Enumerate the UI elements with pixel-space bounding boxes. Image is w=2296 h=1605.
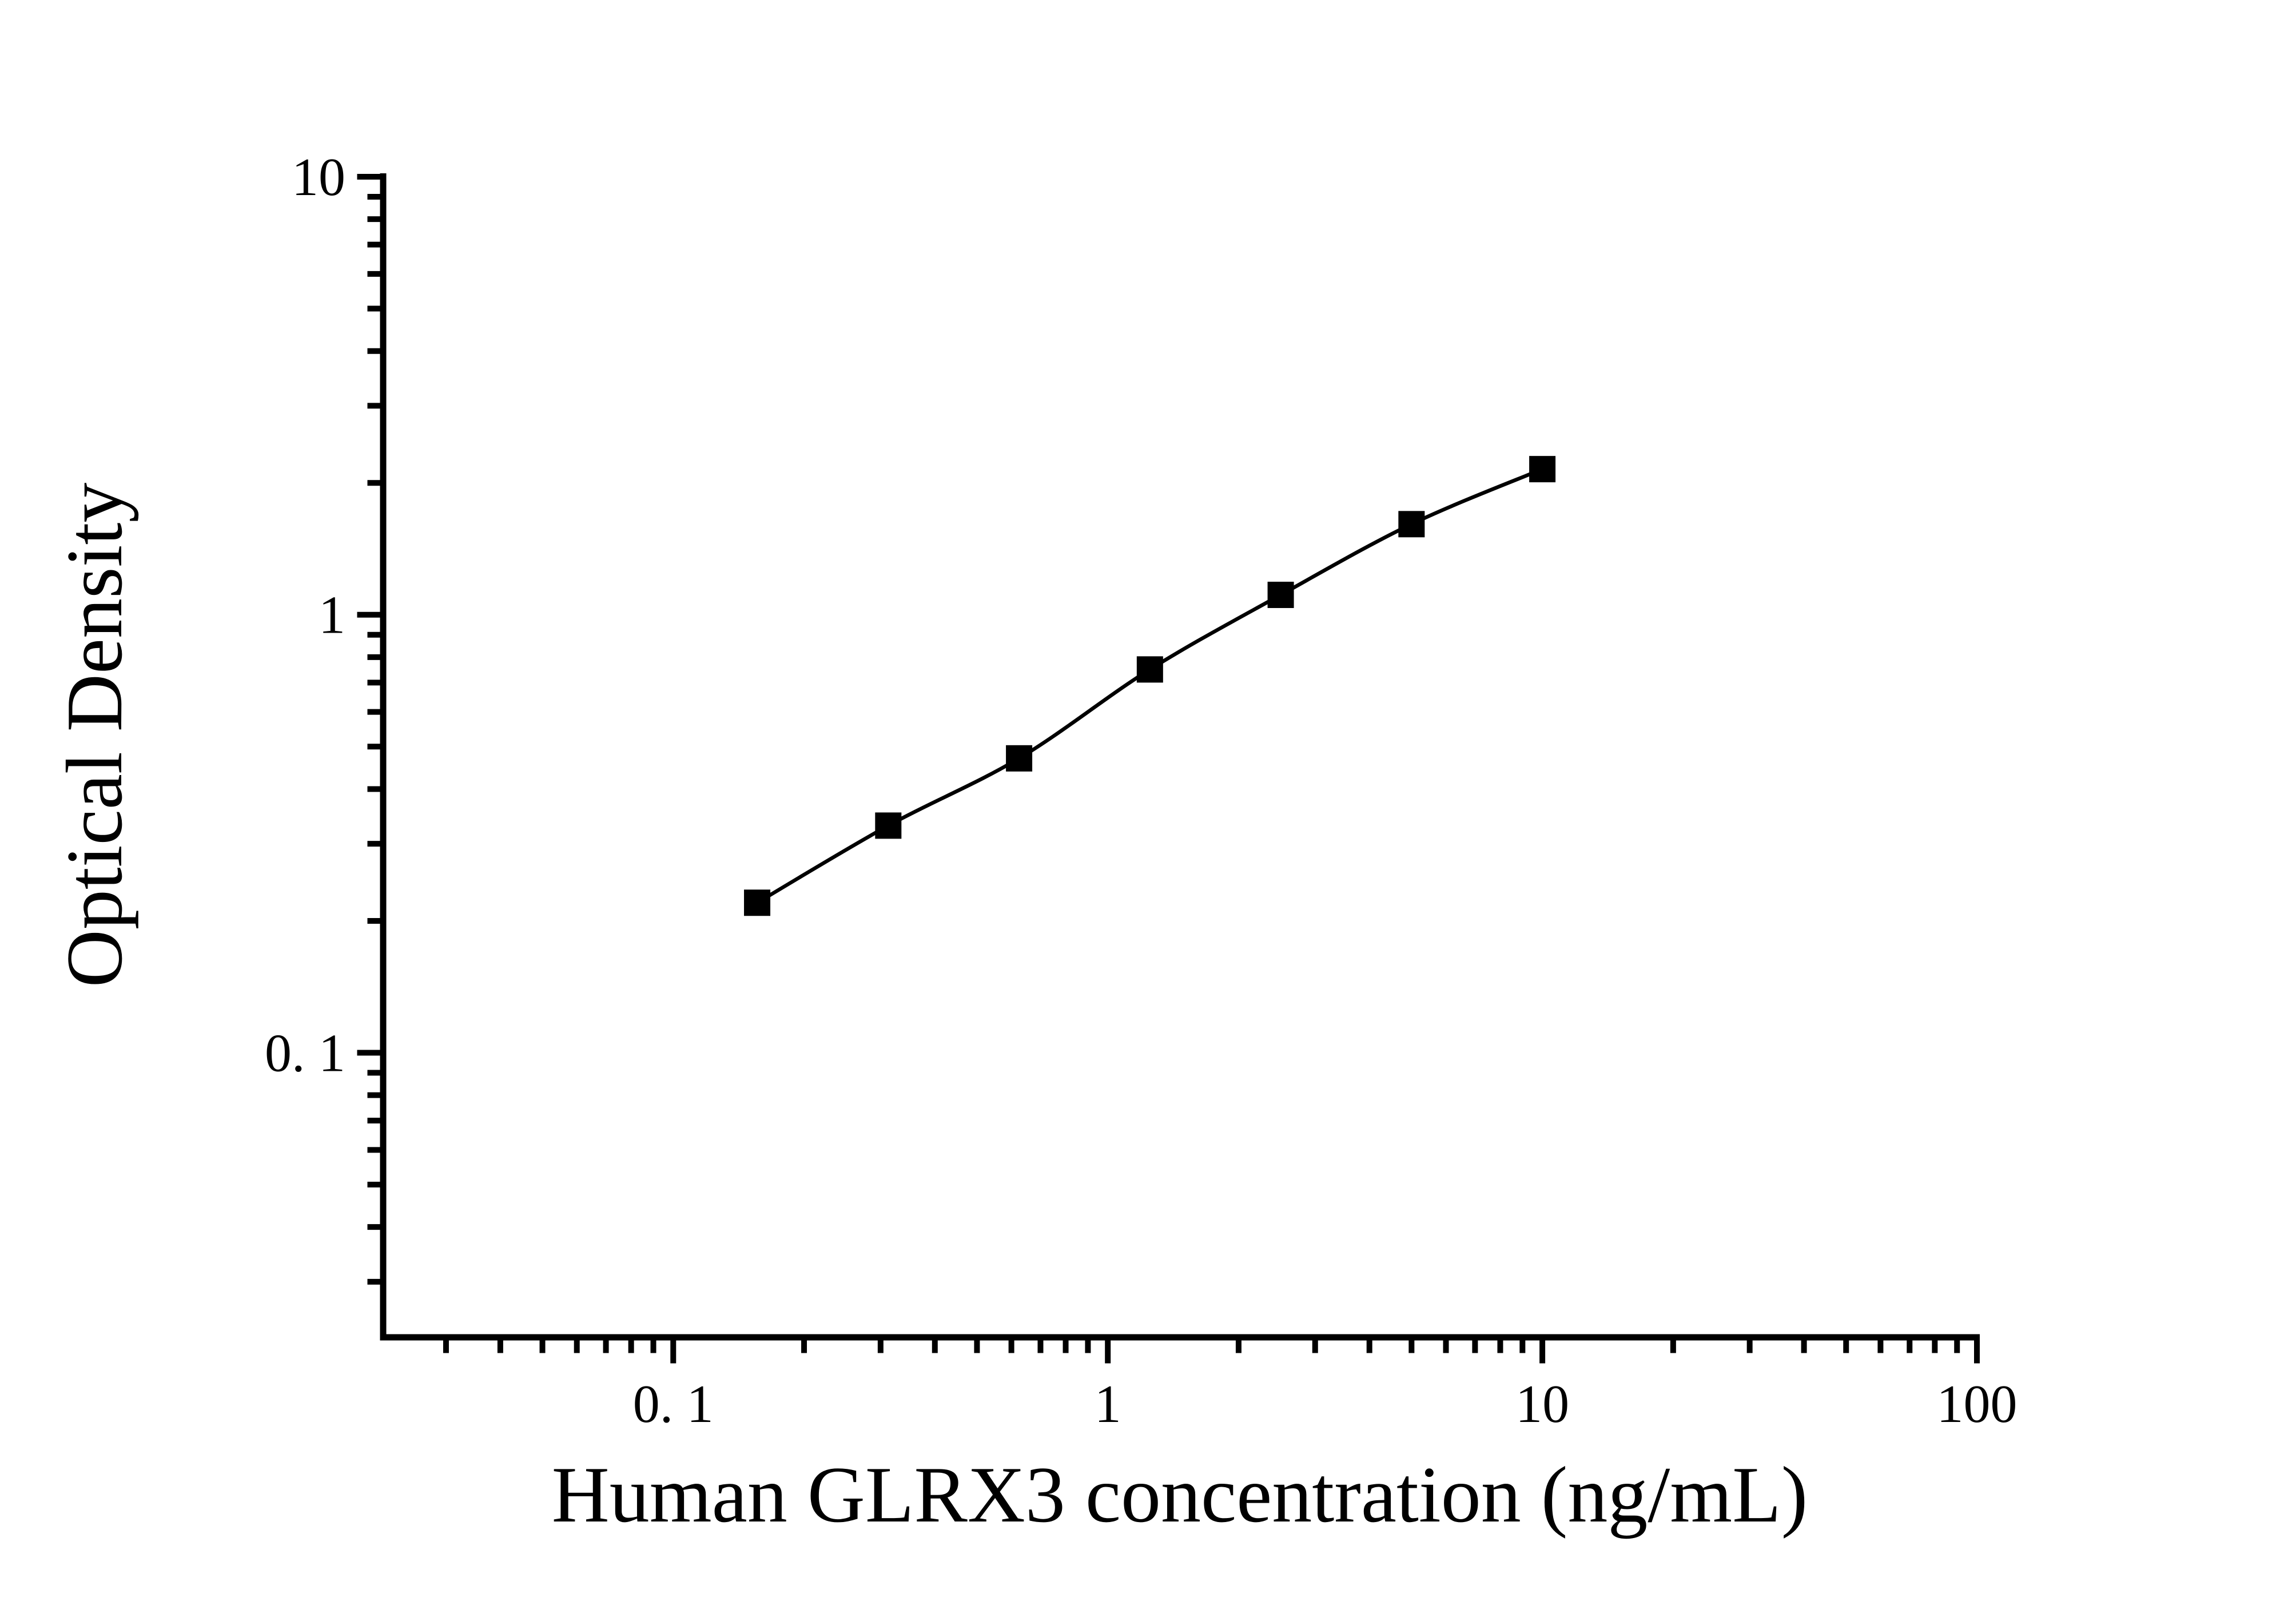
- data-point-marker: [875, 812, 902, 839]
- y-axis-title: Optical Density: [50, 483, 139, 988]
- x-tick-label: 1: [1095, 1374, 1121, 1434]
- y-tick-label: 0. 1: [265, 1023, 345, 1083]
- x-axis-title: Human GLRX3 concentration (ng/mL): [552, 1451, 1808, 1539]
- data-point-marker: [1398, 511, 1425, 538]
- x-tick-label: 100: [1937, 1374, 2018, 1434]
- x-tick-label: 10: [1515, 1374, 1569, 1434]
- x-tick-label: 0. 1: [633, 1374, 714, 1434]
- y-tick-label: 10: [292, 148, 345, 207]
- data-point-marker: [1267, 582, 1294, 609]
- data-point-marker: [1136, 656, 1163, 683]
- axes-layer: 0. 1 1 10 100 0. 1 1 10: [265, 148, 2018, 1434]
- data-point-marker: [1529, 456, 1556, 483]
- data-point-marker: [744, 889, 771, 916]
- y-tick-label: 1: [319, 586, 345, 645]
- series-layer: [744, 456, 1556, 916]
- data-point-marker: [1006, 745, 1033, 772]
